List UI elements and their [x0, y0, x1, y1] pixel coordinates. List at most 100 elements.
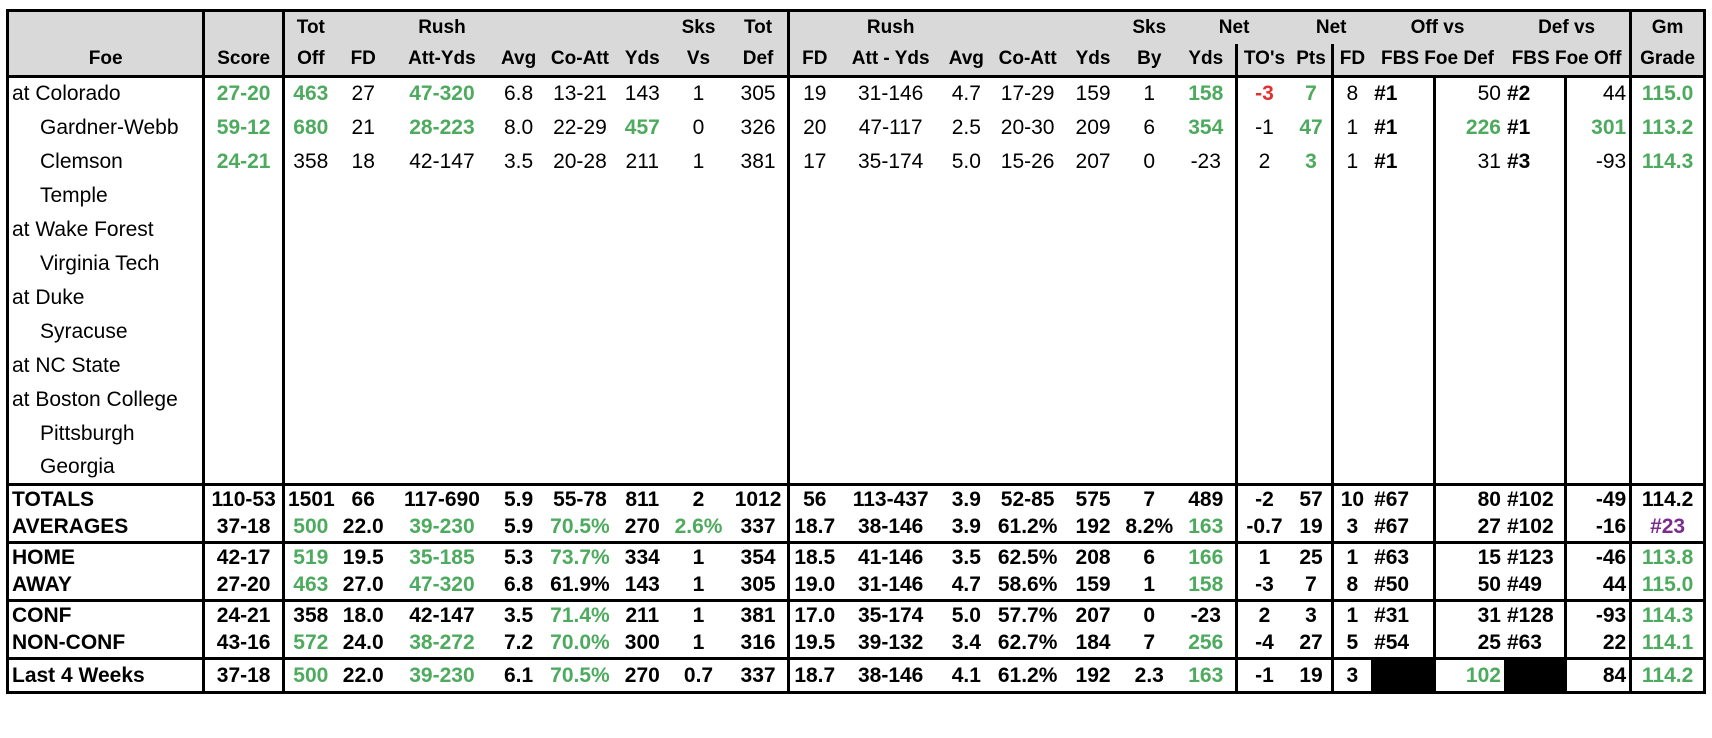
home-away-rows: HOME 42-17 519 19.5 35-185 5.3 73.7% 334 1 354 18.…: [7, 541, 1705, 601]
stat-cell: [1291, 315, 1332, 349]
stat-cell: [786, 450, 840, 485]
stat-cell: 19: [1299, 515, 1323, 539]
stat-cell: 19.5: [786, 629, 840, 659]
header-cell: Yds: [1176, 43, 1237, 78]
stat-cell: 21: [351, 115, 375, 139]
foe-label: Virginia Tech: [40, 251, 160, 275]
stat-cell: 18.0: [336, 599, 390, 630]
stat-cell: 113-437: [839, 483, 942, 514]
stat-cell: [390, 349, 494, 383]
stat-cell: [1629, 314, 1705, 349]
header-cell: [1064, 10, 1122, 44]
stat-cell: [840, 179, 942, 213]
stat-cell: [840, 417, 942, 451]
header-cell: Yds: [616, 43, 668, 78]
foe-label: Syracuse: [40, 319, 128, 343]
stat-cell: 211: [616, 599, 668, 630]
stat-cell: [281, 450, 337, 485]
stat-cell: [1330, 246, 1372, 281]
stat-cell: 25: [1291, 541, 1333, 572]
stat-cell: [617, 349, 668, 383]
stat-cell: [668, 417, 729, 451]
stat-cell: [543, 451, 617, 485]
stat-cell: [281, 348, 337, 383]
stat-cell: [1432, 246, 1504, 281]
stat-cell: 3.5: [504, 149, 534, 173]
totals-rows: TOTALS 110-53 1501 66 117-690 5.9 55-78 811 2 101…: [7, 483, 1705, 543]
stat-cell: 59-12: [202, 110, 284, 145]
stat-cell: [1504, 315, 1565, 349]
stat-cell: [1432, 280, 1504, 315]
header-cell: Off vs: [1371, 10, 1504, 44]
stat-cell: [1122, 451, 1177, 485]
stat-cell: 811: [616, 483, 668, 514]
header-cell: Net: [1176, 10, 1292, 44]
stat-cell: [390, 383, 494, 417]
header-cell: Foe: [7, 43, 204, 78]
stat-cell: 1: [692, 631, 705, 655]
stat-cell: [1504, 213, 1565, 247]
stat-cell: 56: [786, 483, 840, 514]
stat-cell: [281, 416, 337, 451]
stat-cell: [1371, 451, 1434, 485]
stat-cell: [1504, 179, 1565, 213]
stat-cell: 381: [740, 149, 776, 173]
header-cell: Sks: [1121, 10, 1177, 44]
stat-cell: [942, 315, 991, 349]
stat-cell: 6: [1143, 115, 1156, 139]
stat-cell: #63: [1371, 541, 1435, 572]
header-cell: [494, 10, 544, 44]
stat-cell: 381: [729, 599, 789, 630]
stat-cell: 207: [1075, 149, 1111, 173]
stat-cell: [991, 451, 1065, 485]
stat-cell: 305: [740, 573, 776, 597]
stat-cell: [543, 281, 617, 315]
header-cell: Avg: [494, 43, 544, 78]
stat-cell: #63: [1506, 631, 1542, 655]
stat-cell: [668, 451, 729, 485]
header-cell: Sks: [667, 10, 730, 44]
stat-cell: 143: [624, 82, 660, 106]
stat-cell: [337, 451, 390, 485]
stat-cell: [1371, 213, 1434, 247]
stat-cell: [1330, 450, 1372, 485]
stat-cell: 5.9: [504, 515, 534, 539]
stat-cell: 270: [616, 657, 668, 693]
stat-cell: 184: [1075, 631, 1111, 655]
stat-cell: [390, 179, 494, 213]
stat-cell: -93: [1563, 144, 1631, 179]
stat-cell: 5.3: [494, 541, 544, 572]
stat-cell: 337: [729, 657, 789, 693]
stat-cell: [942, 417, 991, 451]
game-rows: at Colorado 27-20 463 27 47-320 6.8 13-21 143 1 3…: [8, 76, 1705, 485]
stat-cell: 3.5: [941, 541, 991, 572]
stat-cell: [1330, 178, 1372, 213]
header-cell: FBS Foe Off: [1503, 43, 1631, 78]
stat-cell: 70.5%: [550, 515, 610, 539]
foe-label: Pittsburgh: [40, 421, 135, 445]
table-row: Temple: [8, 178, 1705, 213]
stat-cell: 27-20: [202, 76, 284, 111]
stat-cell: 463: [281, 76, 337, 111]
stat-cell: 337: [740, 515, 776, 539]
stat-cell: [786, 212, 840, 247]
stat-cell: [1122, 281, 1177, 315]
stat-cell: [1291, 349, 1332, 383]
stat-cell: [1234, 382, 1292, 417]
stat-cell: [1563, 382, 1631, 417]
stat-cell: -46: [1563, 541, 1631, 572]
stat-cell: [786, 314, 840, 349]
stat-cell: 5.9: [494, 483, 544, 514]
season-stats-table: Tot Rush Sks Tot Rush Sks Net Net Off vs Def vs Gm…: [6, 9, 1706, 694]
table-row: at NC State: [8, 348, 1705, 383]
stat-cell: #49: [1506, 573, 1542, 597]
header-cell: Co-Att: [543, 43, 617, 78]
stat-cell: 7.2: [504, 631, 534, 655]
stat-cell: 113.8: [1629, 541, 1705, 572]
stat-cell: [337, 179, 390, 213]
stat-cell: 489: [1176, 483, 1237, 514]
stat-cell: [1371, 383, 1434, 417]
stat-cell: 114.2: [1629, 657, 1705, 693]
stat-cell: 7: [1121, 483, 1177, 514]
stat-cell: 55-78: [543, 483, 617, 514]
